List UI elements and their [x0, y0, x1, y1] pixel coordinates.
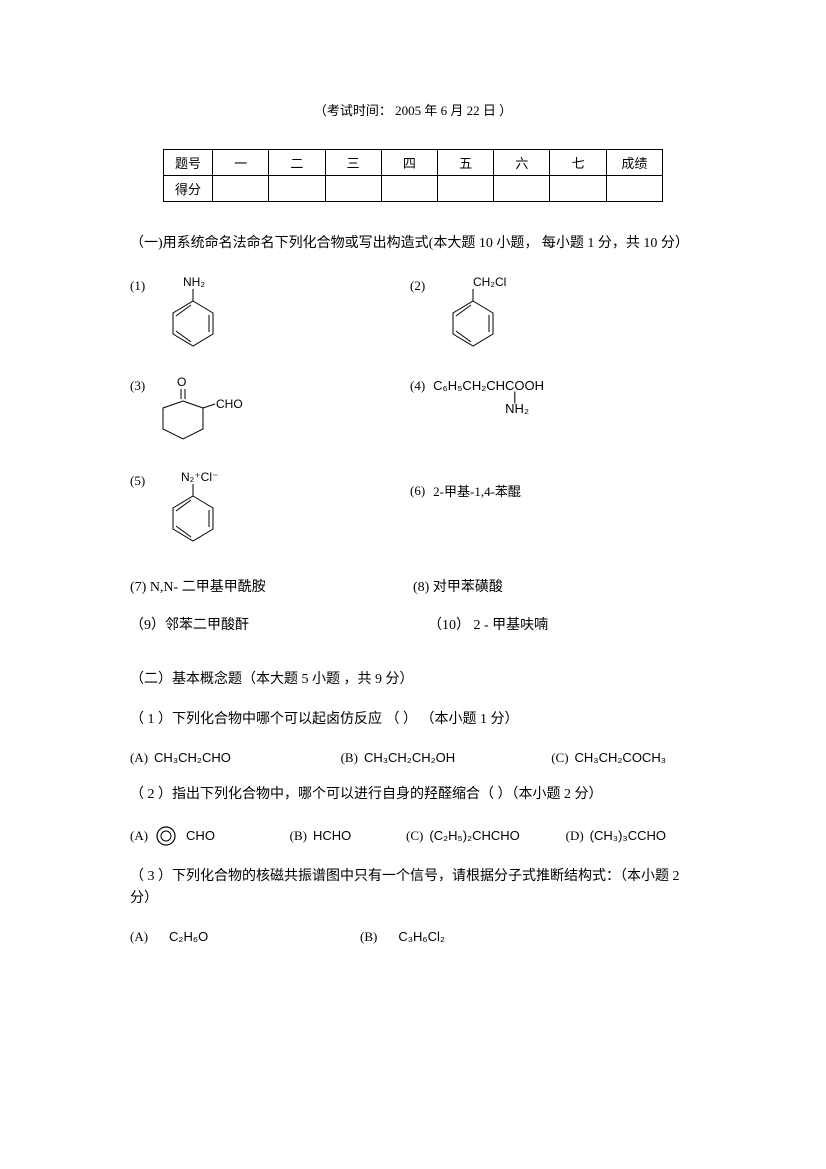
- header-cell: 一: [213, 150, 269, 176]
- q4-line2: NH₂: [505, 401, 529, 416]
- header-cell: 四: [381, 150, 437, 176]
- opt3-b: C₃H₆Cl₂: [398, 929, 445, 944]
- q8-text: (8) 对甲苯磺酸: [413, 576, 696, 596]
- header-cell: 七: [550, 150, 606, 176]
- q6-label: (6): [410, 481, 425, 499]
- benzyl-chloride-structure: CH₂Cl: [433, 276, 523, 351]
- header-cell: 题号: [164, 150, 213, 176]
- score-cell: [606, 176, 662, 202]
- o-text: O: [177, 376, 186, 389]
- opt2-a-label: (A): [130, 828, 148, 844]
- header-cell: 五: [438, 150, 494, 176]
- score-cell: [494, 176, 550, 202]
- header-cell: 二: [269, 150, 325, 176]
- score-cell: [438, 176, 494, 202]
- q2-2: （ 2 ）指出下列化合物中，哪个可以进行自身的羟醛缩合（ ）（本小题 2 分）: [130, 784, 696, 806]
- q10-text: （10） 2 - 甲基呋喃: [398, 614, 696, 634]
- phenylalanine-formula: C₆H₅CH₂CHCOOH | NH₂: [433, 376, 544, 411]
- opt2-b: HCHO: [313, 828, 351, 843]
- score-cell: [213, 176, 269, 202]
- q4-line1: C₆H₅CH₂CHCOOH: [433, 378, 544, 393]
- opt2-d-label: (D): [566, 828, 584, 844]
- score-table: 题号 一 二 三 四 五 六 七 成绩 得分: [163, 149, 663, 202]
- table-row: 得分: [164, 176, 663, 202]
- q2-3: （ 3 ）下列化合物的核磁共振谱图中只有一个信号，请根据分子式推断结构式：（本小…: [130, 866, 696, 911]
- ch2cl-text: CH₂Cl: [473, 276, 506, 289]
- opt2-b-label: (B): [290, 828, 307, 844]
- header-cell: 成绩: [606, 150, 662, 176]
- nh2-text: NH₂: [183, 276, 205, 289]
- diazonium-structure: N₂⁺Cl⁻: [153, 471, 253, 546]
- q3-label: (3): [130, 376, 145, 394]
- benzaldehyde-icon: [154, 824, 182, 848]
- score-cell: [269, 176, 325, 202]
- opt-b-label: (B): [341, 750, 358, 766]
- section2-title: （二）基本概念题（本大题 5 小题 ，共 9 分）: [130, 669, 696, 691]
- opt3-b-label: (B): [360, 929, 377, 945]
- section1-title: （一)用系统命名法命名下列化合物或写出构造式(本大题 10 小题， 每小题 1 …: [130, 232, 696, 256]
- score-cell: [325, 176, 381, 202]
- q6-text: 2-甲基-1,4-苯醌: [433, 481, 521, 500]
- exam-date: （考试时间： 2005 年 6 月 22 日 ）: [130, 100, 696, 119]
- table-row: 题号 一 二 三 四 五 六 七 成绩: [164, 150, 663, 176]
- header-cell: 三: [325, 150, 381, 176]
- score-label-cell: 得分: [164, 176, 213, 202]
- score-cell: [550, 176, 606, 202]
- oxocyclohexane-carbaldehyde: O CHO: [153, 376, 263, 446]
- opt-c: CH₃CH₂COCH₃: [575, 750, 666, 765]
- q4-label: (4): [410, 376, 425, 394]
- q7-text: (7) N,N- 二甲基甲酰胺: [130, 576, 413, 596]
- opt-b: CH₃CH₂CH₂OH: [364, 750, 455, 765]
- opt-c-label: (C): [551, 750, 568, 766]
- cho-text: CHO: [216, 397, 243, 411]
- opt2-d: (CH₃)₃CCHO: [590, 828, 666, 843]
- q1-label: (1): [130, 276, 145, 294]
- header-cell: 六: [494, 150, 550, 176]
- q2-1: （ 1 ）下列化合物中哪个可以起卤仿反应 （ ） （本小题 1 分）: [130, 709, 696, 731]
- score-cell: [381, 176, 437, 202]
- q5-label: (5): [130, 471, 145, 489]
- opt3-a-label: (A): [130, 929, 148, 945]
- aniline-structure: NH₂: [153, 276, 233, 351]
- n2cl-text: N₂⁺Cl⁻: [181, 471, 218, 484]
- opt2-c: (C₂H₅)₂CHCHO: [429, 828, 519, 843]
- opt-a-label: (A): [130, 750, 148, 766]
- opt-a: CH₃CH₂CHO: [154, 750, 231, 765]
- opt3-a: C₂H₆O: [169, 929, 208, 944]
- q2-label: (2): [410, 276, 425, 294]
- opt2-a: CHO: [186, 828, 215, 843]
- q9-text: （9）邻苯二甲酸酐: [130, 614, 398, 634]
- opt2-c-label: (C): [406, 828, 423, 844]
